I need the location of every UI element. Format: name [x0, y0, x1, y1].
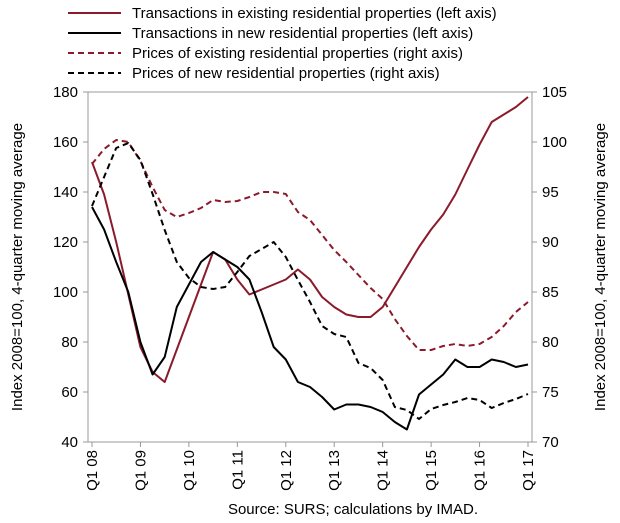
left-tick-label: 120 — [53, 234, 78, 251]
x-tick-label: Q1 15 — [423, 450, 440, 491]
right-tick-label: 75 — [542, 384, 559, 401]
left-tick-label: 180 — [53, 84, 78, 101]
x-tick-label: Q1 16 — [472, 450, 489, 491]
plot-frame — [87, 91, 533, 443]
left-tick-label: 80 — [61, 334, 78, 351]
left-tick-label: 100 — [53, 284, 78, 301]
right-axis-title: Index 2008=100, 4-quarter moving average — [592, 123, 609, 411]
series-line-transactions-in-existing-residential-properties-left-axis — [91, 96, 529, 383]
x-tick-label: Q1 10 — [181, 450, 198, 491]
legend: Transactions in existing residential pro… — [68, 5, 497, 82]
x-tick-label: Q1 14 — [375, 450, 392, 491]
legend-label: Prices of new residential properties (ri… — [132, 65, 440, 82]
series-line-prices-of-existing-residential-properties-right-axis — [91, 139, 529, 351]
legend-label: Prices of existing residential propertie… — [132, 45, 463, 62]
x-tick-label: Q1 08 — [84, 450, 101, 491]
series-layer — [91, 96, 529, 431]
x-tick-label: Q1 13 — [326, 450, 343, 491]
left-tick-label: 160 — [53, 134, 78, 151]
right-tick-label: 85 — [542, 284, 559, 301]
series-line-prices-of-new-residential-properties-right-axis — [91, 142, 529, 420]
x-tick-label: Q1 11 — [229, 450, 246, 490]
left-tick-label: 140 — [53, 184, 78, 201]
right-axis-ticks: 70 75 80 85 90 95 100 105 — [532, 84, 567, 451]
left-tick-label: 40 — [61, 434, 78, 451]
right-tick-label: 80 — [542, 334, 559, 351]
x-tick-label: Q1 12 — [278, 450, 295, 491]
x-tick-label: Q1 17 — [520, 450, 537, 491]
right-tick-label: 95 — [542, 184, 559, 201]
legend-label: Transactions in existing residential pro… — [132, 5, 497, 22]
series-line-transactions-in-new-residential-properties-left-axis — [91, 206, 529, 431]
right-tick-label: 70 — [542, 434, 559, 451]
legend-label: Transactions in new residential properti… — [132, 25, 473, 42]
source-note: Source: SURS; calculations by IMAD. — [228, 501, 478, 518]
left-axis-title: Index 2008=100, 4-quarter moving average — [9, 123, 26, 411]
left-tick-label: 60 — [61, 384, 78, 401]
right-tick-label: 100 — [542, 134, 567, 151]
x-tick-label: Q1 09 — [132, 450, 149, 491]
x-axis-ticks: Q1 08 Q1 09 Q1 10 Q1 11 Q1 12 Q1 13 Q1 14 Q1 15… — [84, 442, 537, 491]
right-tick-label: 90 — [542, 234, 559, 251]
left-axis-ticks: 40 60 80 100 120 140 160 180 — [53, 84, 88, 451]
right-tick-label: 105 — [542, 84, 567, 101]
